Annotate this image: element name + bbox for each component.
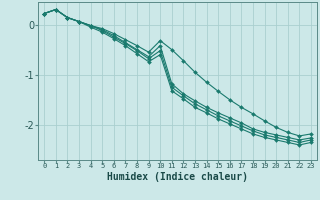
X-axis label: Humidex (Indice chaleur): Humidex (Indice chaleur)	[107, 172, 248, 182]
